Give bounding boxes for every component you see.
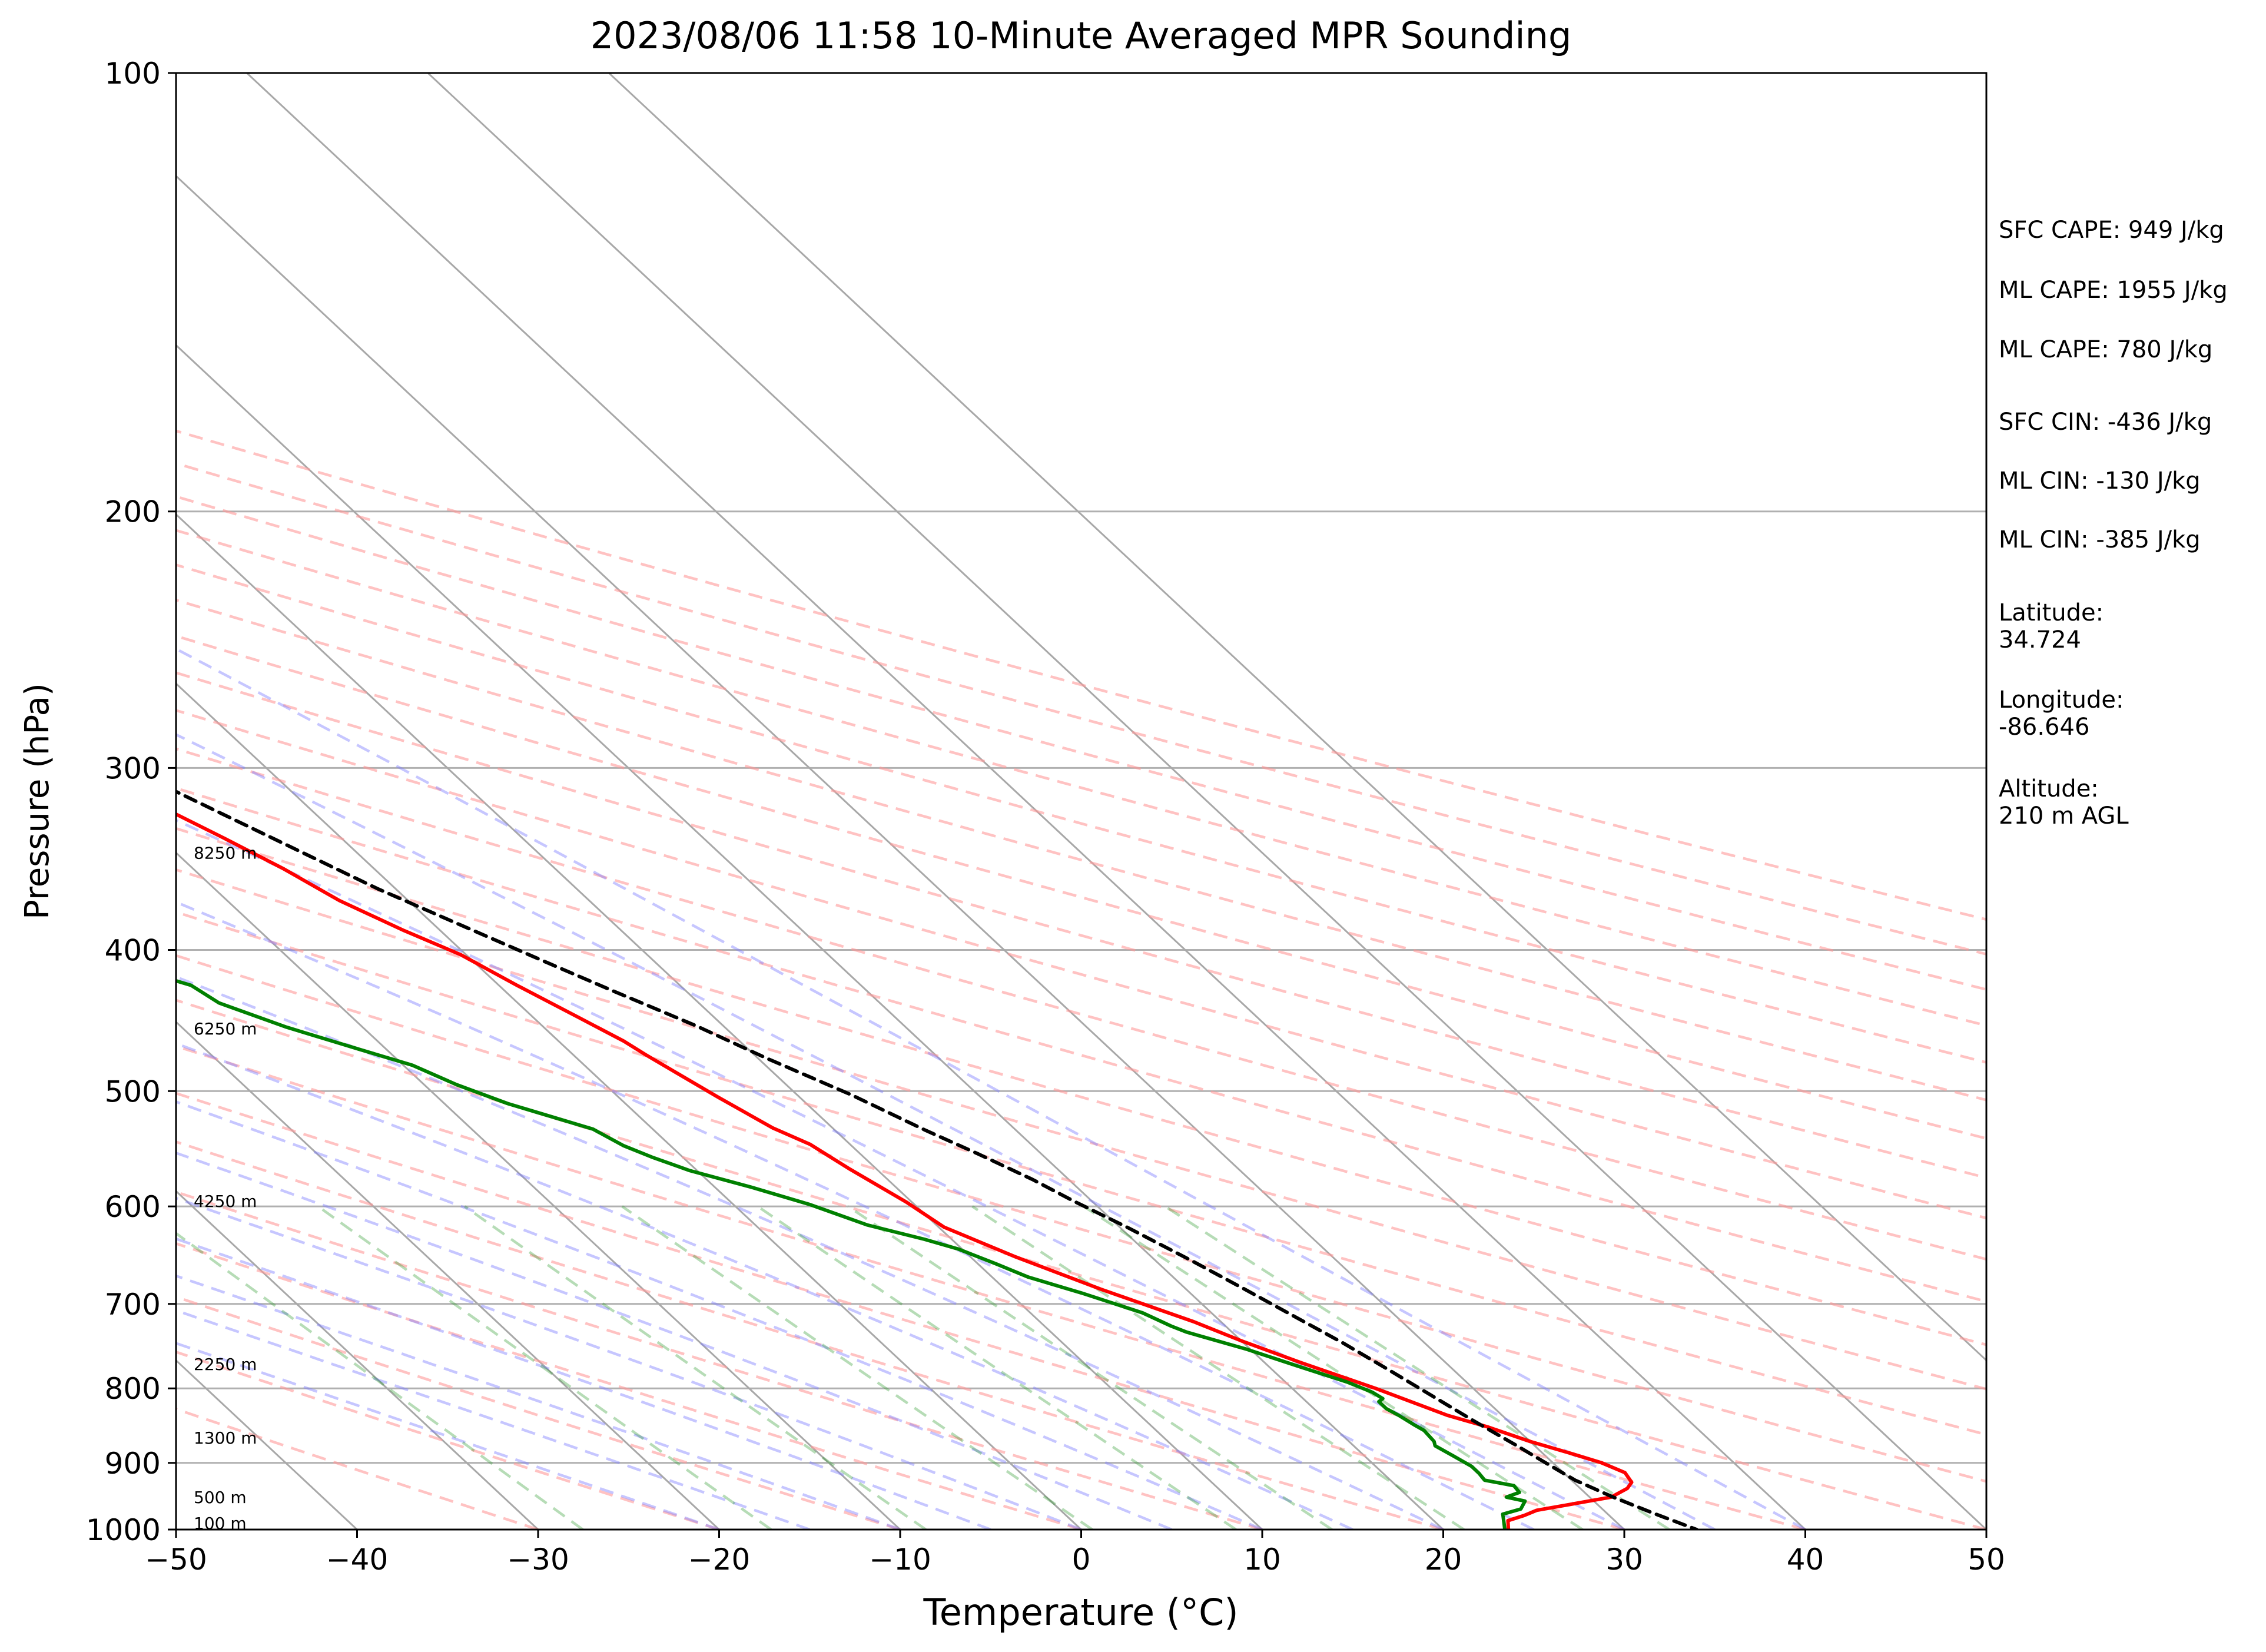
y-tick-label: 100 (105, 57, 161, 91)
isotherm-line (246, 73, 1806, 1530)
sfc-cape-text: SFC CAPE: 949 J/kg (1999, 217, 2224, 244)
y-tick-label: 1000 (86, 1513, 161, 1547)
y-tick-label: 300 (105, 751, 161, 785)
moist-adiabat-line (176, 975, 1444, 1530)
height-label: 4250 m (194, 1192, 257, 1211)
mixing-ratio-line (176, 1232, 584, 1530)
dry-adiabat-line (176, 1044, 1806, 1530)
mixing-ratio-line (317, 1205, 772, 1530)
chart-title: 2023/08/06 11:58 10-Minute Averaged MPR … (590, 14, 1572, 57)
dry-adiabat-line (176, 1092, 1625, 1530)
isotherm-line (176, 174, 1625, 1530)
dry-adiabat-line (176, 529, 1986, 1027)
dry-adiabat-line (176, 709, 1986, 1220)
y-tick-label: 200 (105, 495, 161, 529)
height-label: 500 m (194, 1488, 247, 1507)
y-axis-label: Pressure (hPa) (18, 683, 57, 920)
x-tick-label: −20 (688, 1542, 751, 1577)
moist-adiabat-line (176, 1274, 901, 1530)
y-tick-label: 500 (105, 1074, 161, 1109)
isotherm-line (176, 1020, 720, 1530)
dry-adiabat-line (176, 827, 1986, 1346)
sfc-cin-text: SFC CIN: -436 J/kg (1999, 409, 2212, 436)
isotherm-line (176, 851, 901, 1530)
dry-adiabat-line (176, 1140, 1444, 1530)
y-tick-label: 700 (105, 1288, 161, 1322)
y-tick-label: 600 (105, 1190, 161, 1224)
mixing-ratio-line (757, 1205, 1237, 1530)
y-tick-label: 900 (105, 1447, 161, 1481)
moist-adiabat-line (176, 1309, 811, 1530)
x-tick-label: 30 (1605, 1542, 1643, 1577)
sounding-profiles (176, 789, 1698, 1530)
dewpoint-profile-line (176, 978, 1527, 1530)
x-tick-label: 50 (1968, 1542, 2005, 1577)
mixing-ratio-line (1164, 1205, 1670, 1530)
x-tick-label: 20 (1425, 1542, 1462, 1577)
parcel-profile-line (176, 789, 1698, 1530)
moist-adiabat-line (176, 818, 1625, 1530)
isotherm-line (608, 73, 1986, 1362)
dry-adiabat-line (176, 999, 1986, 1530)
dry-adiabat-line (176, 634, 1986, 1140)
x-tick-label: −50 (145, 1542, 207, 1577)
height-label: 8250 m (194, 843, 257, 863)
dry-adiabat-line (176, 671, 1986, 1179)
moist-adiabat-line (176, 1196, 1082, 1530)
dry-adiabat-line (176, 563, 1986, 1064)
x-tick-label: 0 (1072, 1542, 1091, 1577)
latitude-value: 34.724 (1999, 626, 2081, 653)
mixing-ratio-line (971, 1205, 1465, 1530)
longitude-value: -86.646 (1999, 714, 2090, 741)
moist-adiabat-line (176, 1100, 1263, 1530)
moist-adiabat-line (176, 733, 1716, 1530)
latitude-label: Latitude: (1999, 599, 2104, 626)
height-label: 1300 m (194, 1428, 257, 1448)
x-axis-label: Temperature (°C) (923, 1591, 1238, 1634)
mixing-ratio-line (847, 1205, 1333, 1530)
mixing-ratio-line (621, 1205, 1093, 1530)
dry-adiabat-line (176, 1295, 901, 1530)
height-label: 2250 m (194, 1355, 257, 1374)
x-tick-label: −10 (869, 1542, 931, 1577)
altitude-value: 210 m AGL (1999, 802, 2129, 830)
background-reference-lines (176, 73, 1986, 1530)
ml-cape-text-2: ML CAPE: 780 J/kg (1999, 336, 2213, 363)
isotherm-line (176, 1190, 539, 1530)
x-tick-label: −40 (326, 1542, 389, 1577)
x-tick-label: 10 (1243, 1542, 1281, 1577)
dry-adiabat-line (176, 495, 1986, 991)
x-tick-label: −30 (507, 1542, 569, 1577)
dry-adiabat-line (176, 910, 1986, 1437)
moist-adiabat-line (176, 647, 1806, 1530)
dry-adiabat-line (176, 1407, 539, 1530)
y-tick-label: 800 (105, 1372, 161, 1406)
dry-adiabat-line (176, 462, 1986, 956)
isotherm-line (176, 344, 1444, 1530)
mixing-ratio-line (464, 1205, 927, 1530)
height-label: 6250 m (194, 1019, 257, 1039)
altitude-label: Altitude: (1999, 775, 2099, 802)
longitude-label: Longitude: (1999, 686, 2124, 714)
x-tick-label: 40 (1787, 1542, 1824, 1577)
axes: −50 −40 −30 −20 −10 0 10 20 30 40 50 100 200 300 400 50… (86, 57, 2005, 1577)
moist-adiabat-line (176, 1151, 1173, 1530)
moist-adiabat-line (176, 1342, 720, 1530)
ml-cin-text: ML CIN: -130 J/kg (1999, 467, 2201, 495)
isotherm-line (176, 682, 1082, 1530)
isotherm-line (427, 73, 1986, 1530)
dry-adiabat-line (176, 868, 1986, 1391)
temperature-profile-line (176, 812, 1634, 1530)
ml-cin-text-2: ML CIN: -385 J/kg (1999, 526, 2201, 553)
ml-cape-text: ML CAPE: 1955 J/kg (1999, 277, 2228, 304)
y-tick-label: 400 (105, 933, 161, 967)
moist-adiabat-line (176, 900, 1535, 1530)
